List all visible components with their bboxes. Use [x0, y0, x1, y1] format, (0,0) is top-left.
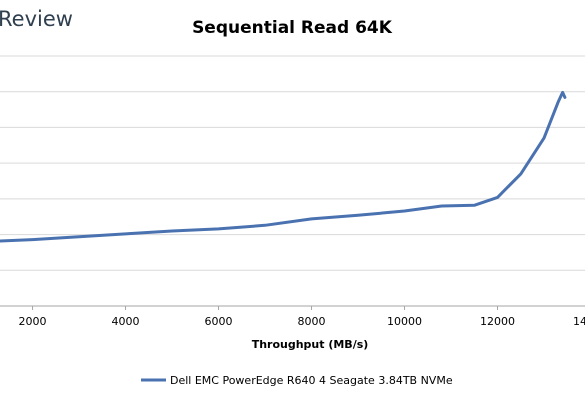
data-line: [0, 90, 567, 243]
x-tick-label: 14000: [573, 315, 585, 328]
logo: Review: [0, 7, 73, 31]
x-axis-label: Throughput (MB/s): [252, 338, 369, 351]
x-tick-label: 2000: [19, 315, 47, 328]
x-tick-label: 4000: [112, 315, 140, 328]
x-tick-label: 6000: [205, 315, 233, 328]
x-tick-label: 10000: [387, 315, 422, 328]
chart-title: Sequential Read 64K: [192, 18, 393, 38]
x-tick-label: 12000: [480, 315, 515, 328]
x-tick-label: 8000: [298, 315, 326, 328]
legend-label: Dell EMC PowerEdge R640 4 Seagate 3.84TB…: [170, 374, 453, 387]
